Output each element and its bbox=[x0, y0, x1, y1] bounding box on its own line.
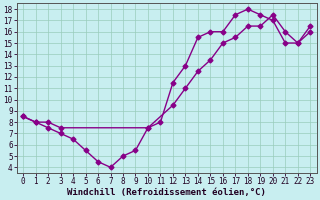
X-axis label: Windchill (Refroidissement éolien,°C): Windchill (Refroidissement éolien,°C) bbox=[67, 188, 266, 197]
